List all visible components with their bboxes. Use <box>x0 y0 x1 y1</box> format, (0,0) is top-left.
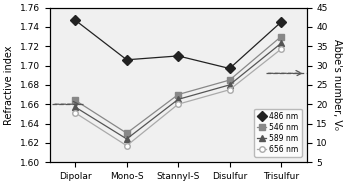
486 nm <box>125 59 129 61</box>
656 nm <box>125 145 129 147</box>
Line: 546 nm: 546 nm <box>73 34 284 136</box>
486 nm <box>176 55 180 57</box>
656 nm <box>176 103 180 105</box>
656 nm <box>228 89 232 91</box>
Y-axis label: Abbe's number, V₀: Abbe's number, V₀ <box>332 39 342 130</box>
Legend: 486 nm, 546 nm, 589 nm, 656 nm: 486 nm, 546 nm, 589 nm, 656 nm <box>254 109 302 157</box>
546 nm <box>228 79 232 81</box>
656 nm <box>279 48 283 50</box>
589 nm <box>279 42 283 44</box>
Line: 589 nm: 589 nm <box>72 40 284 142</box>
486 nm <box>228 67 232 70</box>
589 nm <box>125 138 129 140</box>
546 nm <box>279 36 283 38</box>
486 nm <box>73 19 78 21</box>
Line: 486 nm: 486 nm <box>72 17 284 72</box>
546 nm <box>125 132 129 134</box>
546 nm <box>176 93 180 96</box>
589 nm <box>176 98 180 100</box>
Line: 656 nm: 656 nm <box>73 46 284 149</box>
656 nm <box>73 112 78 114</box>
546 nm <box>73 99 78 101</box>
486 nm <box>279 21 283 23</box>
Y-axis label: Refractive index: Refractive index <box>4 45 14 125</box>
589 nm <box>228 84 232 86</box>
589 nm <box>73 106 78 108</box>
